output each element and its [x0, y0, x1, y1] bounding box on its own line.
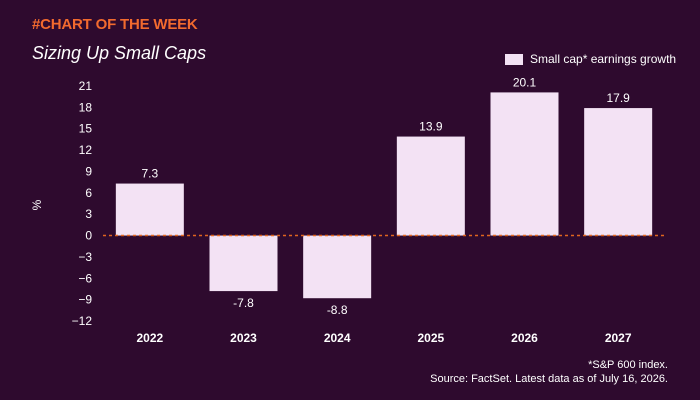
y-tick-label: 9 [85, 164, 92, 178]
bar-2023 [209, 235, 278, 292]
x-axis: 2022 2023 2024 2025 2026 2027 [136, 331, 631, 345]
x-tick-label: 2022 [136, 331, 163, 345]
bar-2024 [303, 235, 372, 299]
y-tick-label: −3 [78, 250, 92, 264]
y-axis-label: % [30, 199, 44, 210]
bar-2027 [584, 108, 653, 236]
chart-title: Sizing Up Small Caps [32, 43, 207, 63]
y-tick-label: −9 [78, 293, 92, 307]
legend-swatch [505, 53, 523, 65]
y-tick-label: 3 [85, 207, 92, 221]
x-tick-label: 2025 [417, 331, 444, 345]
y-tick-label: 6 [85, 186, 92, 200]
data-label: -8.8 [327, 303, 348, 317]
footnote-line1: *S&P 600 index. [588, 359, 668, 371]
y-tick-label: 15 [79, 122, 93, 136]
chart-kicker: #CHART OF THE WEEK [32, 16, 198, 33]
x-tick-label: 2023 [230, 331, 257, 345]
bar-2025 [396, 136, 465, 236]
data-label: 13.9 [419, 120, 443, 134]
data-label: 7.3 [141, 167, 158, 181]
bar-2026 [490, 92, 559, 236]
y-tick-label: −6 [78, 271, 92, 285]
y-tick-label: 0 [85, 229, 92, 243]
bar-2022 [115, 183, 184, 236]
data-label: 17.9 [606, 91, 630, 105]
legend: Small cap* earnings growth [505, 52, 676, 66]
data-labels: 7.3 -7.8 -8.8 13.9 20.1 17.9 [141, 75, 630, 317]
bars [115, 92, 653, 299]
y-tick-label: 12 [79, 143, 93, 157]
y-axis: 21 18 15 12 9 6 3 0 −3 −6 −9 −12 [72, 79, 93, 328]
y-tick-label: 18 [79, 100, 93, 114]
legend-label: Small cap* earnings growth [530, 52, 677, 66]
data-label: -7.8 [233, 296, 254, 310]
y-tick-label: −12 [72, 314, 93, 328]
x-tick-label: 2027 [605, 331, 632, 345]
y-tick-label: 21 [79, 79, 93, 93]
data-label: 20.1 [513, 75, 537, 89]
footnote: *S&P 600 index. Source: FactSet. Latest … [430, 358, 668, 386]
x-tick-label: 2024 [324, 331, 351, 345]
x-tick-label: 2026 [511, 331, 538, 345]
footnote-line2: Source: FactSet. Latest data as of July … [430, 373, 668, 385]
